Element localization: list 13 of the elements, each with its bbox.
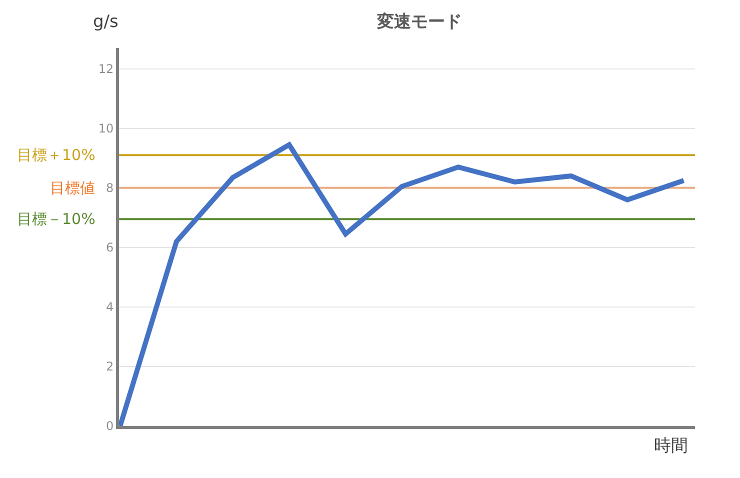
x-axis-title: 時間 [654,436,688,456]
y-tick-label: 0 [106,419,114,434]
chart-title: 変速モード [376,12,462,32]
y-tick-label: 8 [106,181,114,196]
y-tick-label: 12 [98,62,114,76]
y-tick-label: 2 [106,360,114,374]
ref-line-label: 目標値 [50,179,95,197]
y-tick-label: 6 [106,240,114,255]
y-tick-label: 4 [106,300,114,314]
y-tick-label: 10 [98,122,114,136]
ref-line-label: 目標＋10% [17,146,96,164]
ref-line-label: 目標－10% [17,210,96,228]
y-axis-title: g/s [93,12,119,32]
